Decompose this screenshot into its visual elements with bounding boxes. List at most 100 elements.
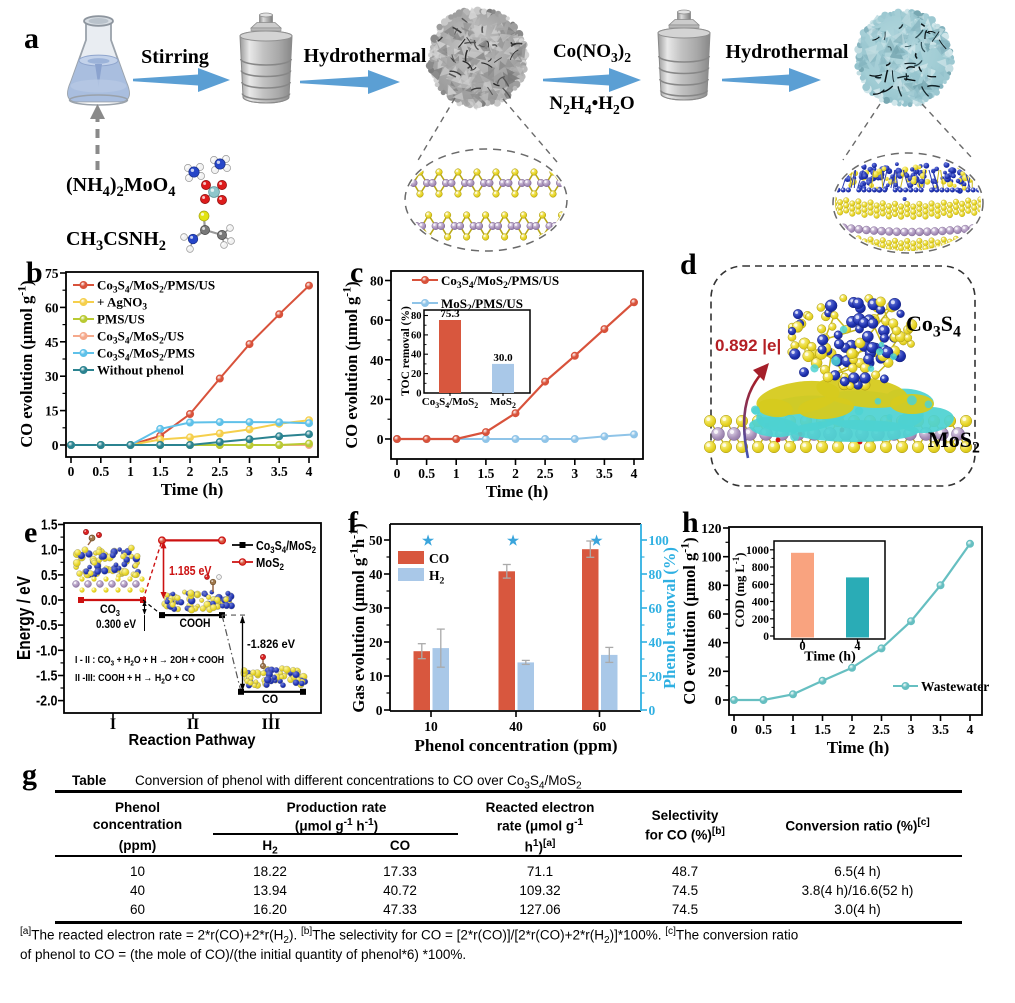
- svg-text:d: d: [680, 248, 697, 281]
- svg-text:4: 4: [631, 466, 638, 481]
- svg-text:COOH: COOH: [180, 618, 211, 630]
- svg-text:CO evolution (μmol g-1): CO evolution (μmol g-1): [340, 281, 361, 448]
- svg-text:60: 60: [370, 313, 384, 328]
- svg-text:Wastewater: Wastewater: [921, 679, 989, 694]
- svg-text:Gas evolution (μmol g-1h-1): Gas evolution (μmol g-1h-1): [347, 523, 368, 712]
- svg-text:75.3: 75.3: [440, 308, 460, 320]
- svg-text:120: 120: [701, 521, 722, 536]
- svg-text:200: 200: [752, 614, 770, 626]
- svg-text:Co3S4/MoS2: Co3S4/MoS2: [422, 396, 479, 410]
- svg-text:Without phenol: Without phenol: [97, 363, 184, 378]
- svg-text:CO evolution (μmol g-1): CO evolution (μmol g-1): [15, 280, 36, 447]
- svg-text:Hydrothermal: Hydrothermal: [726, 41, 849, 63]
- svg-text:MoS2/PMS/US: MoS2/PMS/US: [441, 296, 523, 314]
- svg-text:0: 0: [715, 693, 722, 708]
- svg-text:1.185 eV: 1.185 eV: [169, 564, 212, 578]
- svg-text:1.5: 1.5: [41, 517, 58, 534]
- svg-text:H2: H2: [429, 568, 445, 586]
- svg-text:60: 60: [411, 330, 422, 341]
- svg-text:(NH4)2MoO4: (NH4)2MoO4: [66, 174, 175, 200]
- svg-text:Energy / eV: Energy / eV: [14, 576, 34, 660]
- svg-text:1.5: 1.5: [477, 466, 494, 481]
- svg-text:20: 20: [708, 664, 722, 679]
- svg-text:2: 2: [187, 464, 194, 479]
- svg-text:CO: CO: [262, 694, 278, 706]
- svg-text:3.5: 3.5: [932, 722, 949, 737]
- svg-text:0.300 eV: 0.300 eV: [96, 617, 136, 631]
- svg-text:60: 60: [708, 607, 722, 622]
- svg-text:800: 800: [752, 562, 770, 574]
- svg-text:1.5: 1.5: [814, 722, 831, 737]
- svg-text:4: 4: [967, 722, 974, 737]
- svg-text:1.5: 1.5: [152, 464, 169, 479]
- svg-text:2.5: 2.5: [873, 722, 890, 737]
- svg-text:c: c: [350, 256, 363, 289]
- svg-text:3: 3: [246, 464, 253, 479]
- svg-text:20: 20: [649, 669, 663, 684]
- svg-text:60: 60: [649, 601, 663, 616]
- svg-text:2: 2: [849, 722, 856, 737]
- svg-text:Phenol concentration (ppm): Phenol concentration (ppm): [414, 736, 617, 755]
- svg-text:★: ★: [590, 533, 603, 548]
- svg-text:15: 15: [45, 404, 59, 419]
- svg-text:2.5: 2.5: [211, 464, 228, 479]
- svg-text:60: 60: [593, 719, 607, 734]
- svg-text:40: 40: [708, 636, 722, 651]
- svg-text:0: 0: [377, 432, 384, 447]
- svg-text:1: 1: [790, 722, 797, 737]
- svg-text:40: 40: [370, 353, 384, 368]
- svg-text:80: 80: [649, 567, 663, 582]
- svg-text:CH3CSNH2: CH3CSNH2: [66, 228, 166, 254]
- svg-text:+ AgNO3: + AgNO3: [97, 295, 147, 313]
- svg-text:0: 0: [649, 703, 656, 718]
- svg-text:MoS2: MoS2: [256, 556, 284, 572]
- svg-text:Hydrothermal: Hydrothermal: [304, 45, 427, 67]
- svg-text:Phenol removal (%): Phenol removal (%): [660, 547, 679, 689]
- svg-text:40: 40: [411, 350, 422, 361]
- svg-text:1: 1: [453, 466, 460, 481]
- svg-text:h: h: [682, 506, 699, 539]
- svg-text:Time (h): Time (h): [827, 738, 890, 757]
- svg-text:0: 0: [763, 631, 769, 643]
- svg-text:★: ★: [422, 533, 435, 548]
- svg-text:II: II: [187, 716, 199, 733]
- svg-text:0: 0: [799, 639, 805, 653]
- svg-text:60: 60: [45, 300, 59, 315]
- svg-text:4: 4: [854, 639, 861, 653]
- svg-text:MoS2: MoS2: [928, 427, 980, 457]
- svg-text:80: 80: [708, 578, 722, 593]
- svg-text:45: 45: [45, 335, 59, 350]
- svg-text:30.0: 30.0: [493, 352, 513, 364]
- svg-text:I: I: [110, 716, 116, 733]
- svg-text:2: 2: [512, 466, 519, 481]
- svg-text:80: 80: [370, 274, 384, 289]
- svg-text:1.0: 1.0: [41, 542, 58, 559]
- svg-text:1: 1: [127, 464, 134, 479]
- svg-text:Co3S4: Co3S4: [906, 311, 961, 341]
- svg-text:-2.0: -2.0: [36, 693, 58, 710]
- svg-text:Co3S4/MoS2/PMS: Co3S4/MoS2/PMS: [97, 346, 195, 364]
- svg-text:0.892 |e|: 0.892 |e|: [715, 336, 781, 355]
- svg-text:Co3S4/MoS2/PMS/US: Co3S4/MoS2/PMS/US: [441, 273, 559, 291]
- svg-text:20: 20: [369, 635, 383, 650]
- svg-text:Time (h): Time (h): [161, 480, 224, 499]
- svg-text:PMS/US: PMS/US: [97, 312, 145, 327]
- svg-text:0: 0: [731, 722, 738, 737]
- svg-text:30: 30: [369, 601, 383, 616]
- svg-text:II -III: COOH + H → H2O + CO: II -III: COOH + H → H2O + CO: [75, 672, 195, 686]
- svg-text:COD (mg L-1): COD (mg L-1): [731, 553, 747, 628]
- svg-text:Reaction Pathway: Reaction Pathway: [129, 732, 256, 749]
- svg-text:0.5: 0.5: [755, 722, 772, 737]
- svg-text:Co3S4/MoS2/PMS/US: Co3S4/MoS2/PMS/US: [97, 278, 215, 296]
- svg-text:CO: CO: [429, 551, 449, 566]
- svg-text:10: 10: [369, 669, 383, 684]
- svg-text:0: 0: [376, 703, 383, 718]
- svg-text:0: 0: [52, 438, 59, 453]
- svg-text:Time (h): Time (h): [486, 482, 549, 501]
- svg-text:0: 0: [68, 464, 75, 479]
- svg-text:-1.0: -1.0: [36, 642, 58, 659]
- svg-text:0: 0: [416, 389, 421, 400]
- svg-text:I - II : CO3 + H2O + H → 2OH +: I - II : CO3 + H2O + H → 2OH + COOH: [75, 654, 224, 668]
- svg-text:600: 600: [752, 579, 770, 591]
- svg-text:400: 400: [752, 597, 770, 609]
